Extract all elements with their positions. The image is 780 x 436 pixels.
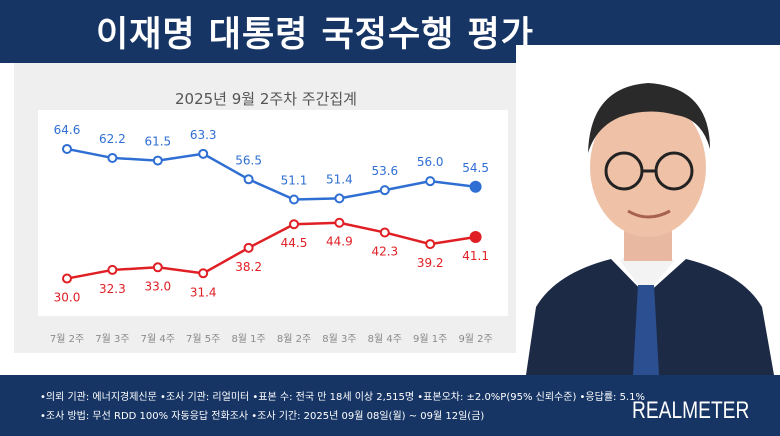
data-label: 41.1 [462, 249, 489, 263]
data-label: 62.2 [99, 132, 126, 146]
series-line-0 [66, 147, 476, 201]
data-point [107, 152, 118, 163]
survey-note-line: •조사 방법: 무선 RDD 100% 자동응답 전화조사 •조사 기간: 20… [40, 411, 485, 422]
x-tick-label: 7월 5주 [186, 333, 220, 345]
x-tick-label: 8월 1주 [231, 333, 265, 345]
data-label: 39.2 [417, 256, 444, 270]
data-point [289, 219, 299, 230]
data-label: 44.9 [326, 235, 353, 249]
x-tick-label: 8월 2주 [277, 333, 311, 345]
data-label: 51.1 [281, 174, 308, 188]
data-label: 56.5 [235, 153, 262, 167]
x-tick-label: 8월 4주 [368, 333, 402, 345]
series-line-1 [66, 221, 476, 280]
data-label: 31.4 [190, 285, 217, 299]
plot-area [38, 110, 508, 316]
x-tick-label: 7월 4주 [141, 333, 175, 345]
portrait-image [516, 45, 780, 375]
survey-notes: •의뢰 기관: 에너지경제신문 •조사 기관: 리얼미터 •표본 수: 전국 만… [40, 388, 645, 426]
data-point [152, 262, 163, 273]
page-title: 이재명 대통령 국정수행 평가 [96, 15, 534, 55]
data-point [152, 155, 163, 166]
data-label: 54.5 [462, 161, 489, 175]
data-point [425, 239, 436, 250]
x-tick-layer: 7월 2주 7월 3주 7월 4주 7월 5주 8월 1주 8월 2주 8월 3주 8월 4주… [50, 333, 493, 345]
data-label: 51.4 [326, 172, 353, 186]
chart-title: 2025년 9월 2주차 주간집계 [175, 90, 357, 108]
survey-note-line: •의뢰 기관: 에너지경제신문 •조사 기관: 리얼미터 •표본 수: 전국 만… [40, 392, 645, 403]
data-point [198, 148, 209, 159]
data-label: 53.6 [371, 164, 398, 178]
data-label: 61.5 [144, 135, 171, 149]
data-label: 63.3 [190, 128, 217, 142]
label-layer: 64.6 62.2 61.5 63.3 56.5 51.1 51.4 53.6 56.0 54.5… [54, 123, 489, 305]
data-label: 44.5 [281, 236, 308, 250]
brand-logo: REALMETER [632, 397, 750, 424]
x-tick-label: 7월 2주 [50, 333, 84, 345]
data-point [107, 264, 118, 275]
header-banner: 이재명 대통령 국정수행 평가 [0, 0, 780, 63]
series-layer [62, 143, 482, 284]
data-point [62, 143, 72, 154]
data-label: 56.0 [417, 155, 444, 169]
data-point [243, 174, 254, 185]
data-label: 42.3 [371, 244, 398, 258]
data-point [334, 193, 345, 204]
data-label: 64.6 [54, 123, 81, 137]
data-point [379, 185, 390, 196]
data-point [289, 194, 299, 205]
data-point [243, 242, 254, 253]
data-point [469, 180, 482, 193]
data-label: 30.0 [54, 291, 81, 305]
data-point [198, 268, 209, 279]
data-point [379, 227, 390, 238]
data-label: 32.3 [99, 282, 126, 296]
data-label: 38.2 [235, 260, 262, 274]
data-point [425, 176, 436, 187]
x-tick-label: 9월 1주 [413, 333, 447, 345]
data-label: 33.0 [144, 279, 171, 293]
x-tick-label: 8월 3주 [322, 333, 356, 345]
data-point [469, 230, 482, 243]
footer-banner [0, 375, 780, 436]
x-tick-label: 9월 2주 [458, 333, 492, 345]
data-point [62, 273, 72, 284]
x-tick-label: 7월 3주 [95, 333, 129, 345]
data-point [334, 217, 345, 228]
